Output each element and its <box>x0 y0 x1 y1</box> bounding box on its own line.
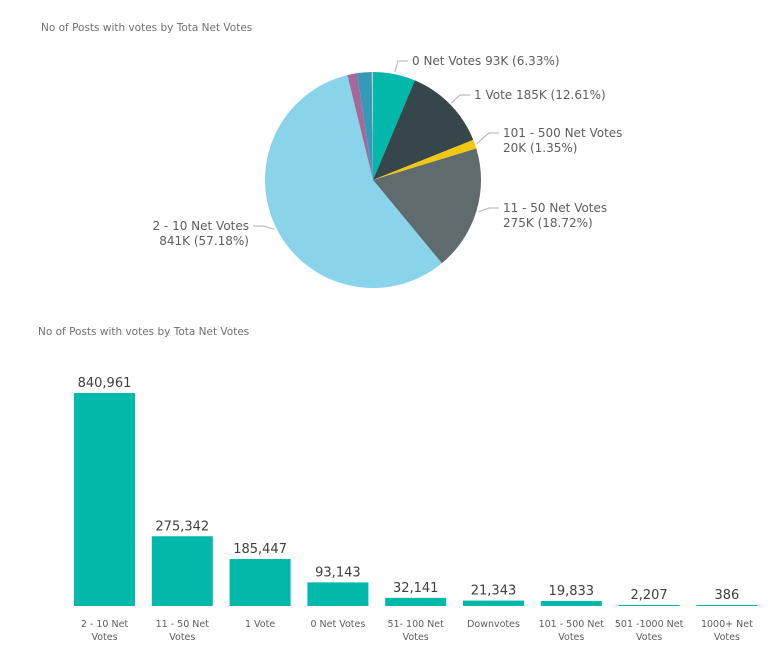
bar-value-label: 185,447 <box>233 542 287 557</box>
category-label: Votes <box>558 632 584 643</box>
pie-slice[interactable] <box>357 72 373 180</box>
bar[interactable] <box>74 393 135 606</box>
bar-value-label: 275,342 <box>155 519 209 534</box>
category-label: Votes <box>91 632 117 643</box>
bar-value-label: 19,833 <box>549 584 595 599</box>
pie-slice-label: 1 Vote 185K (12.61%) <box>474 88 606 102</box>
bar[interactable] <box>696 605 758 606</box>
bar-value-label: 840,961 <box>78 376 132 391</box>
category-label: 2 - 10 Net <box>81 619 129 630</box>
bar[interactable] <box>151 536 213 606</box>
bar-value-label: 32,141 <box>393 581 439 596</box>
pie-leader-line <box>253 225 275 230</box>
category-label: 0 Net Votes <box>310 619 365 630</box>
bar[interactable] <box>229 559 291 606</box>
category-label: Votes <box>636 632 662 643</box>
pie-slice[interactable] <box>373 72 415 180</box>
bar-value-label: 21,343 <box>471 584 517 599</box>
pie-slice[interactable] <box>347 73 373 180</box>
bar[interactable] <box>540 600 602 606</box>
pie-slice[interactable] <box>373 139 477 180</box>
pie-slice-label: 11 - 50 Net Votes <box>503 201 607 215</box>
pie-slice-label: 275K (18.72%) <box>503 216 593 230</box>
pie-leader-line <box>394 60 408 73</box>
category-label: 101 - 500 Net <box>539 619 605 630</box>
pie-slice-label: 0 Net Votes 93K (6.33%) <box>412 54 560 68</box>
pie-chart-title: No of Posts with votes by Tota Net Votes <box>41 22 253 34</box>
pie-chart[interactable]: 0 Net Votes 93K (6.33%) 1 Vote 185K (12.6… <box>0 0 778 320</box>
pie-slice[interactable] <box>265 75 442 288</box>
pie-slice-label: 2 - 10 Net Votes <box>152 219 249 233</box>
pie-slice[interactable] <box>373 80 474 180</box>
pie-leader-line <box>476 132 499 144</box>
category-label: 1000+ Net <box>701 619 753 630</box>
pie-slice-label: 20K (1.35%) <box>503 141 577 155</box>
category-label: 51- 100 Net <box>388 619 445 630</box>
pie-leader-line <box>451 94 470 104</box>
pie-leader-line <box>478 207 499 213</box>
bar[interactable] <box>618 605 680 606</box>
bar-value-label: 386 <box>714 588 739 603</box>
category-label: 11 - 50 Net <box>156 619 210 630</box>
bar[interactable] <box>307 582 369 606</box>
pie-slice[interactable] <box>373 148 481 264</box>
category-label: 1 Vote <box>245 619 275 630</box>
category-label: Votes <box>169 632 195 643</box>
bar[interactable] <box>385 597 447 606</box>
category-label: 501 -1000 Net <box>615 619 684 630</box>
pie-slice-label: 101 - 500 Net Votes <box>503 126 622 140</box>
pie-slice[interactable] <box>371 72 373 180</box>
category-label: Votes <box>714 632 740 643</box>
bar-value-label: 93,143 <box>315 565 361 580</box>
category-label: Downvotes <box>467 619 520 630</box>
bar-value-label: 2,207 <box>630 588 667 603</box>
pie-slice-label: 841K (57.18%) <box>159 234 249 248</box>
category-label: Votes <box>403 632 429 643</box>
bar[interactable] <box>463 600 524 606</box>
bar-chart-title: No of Posts with votes by Tota Net Votes <box>38 326 250 338</box>
